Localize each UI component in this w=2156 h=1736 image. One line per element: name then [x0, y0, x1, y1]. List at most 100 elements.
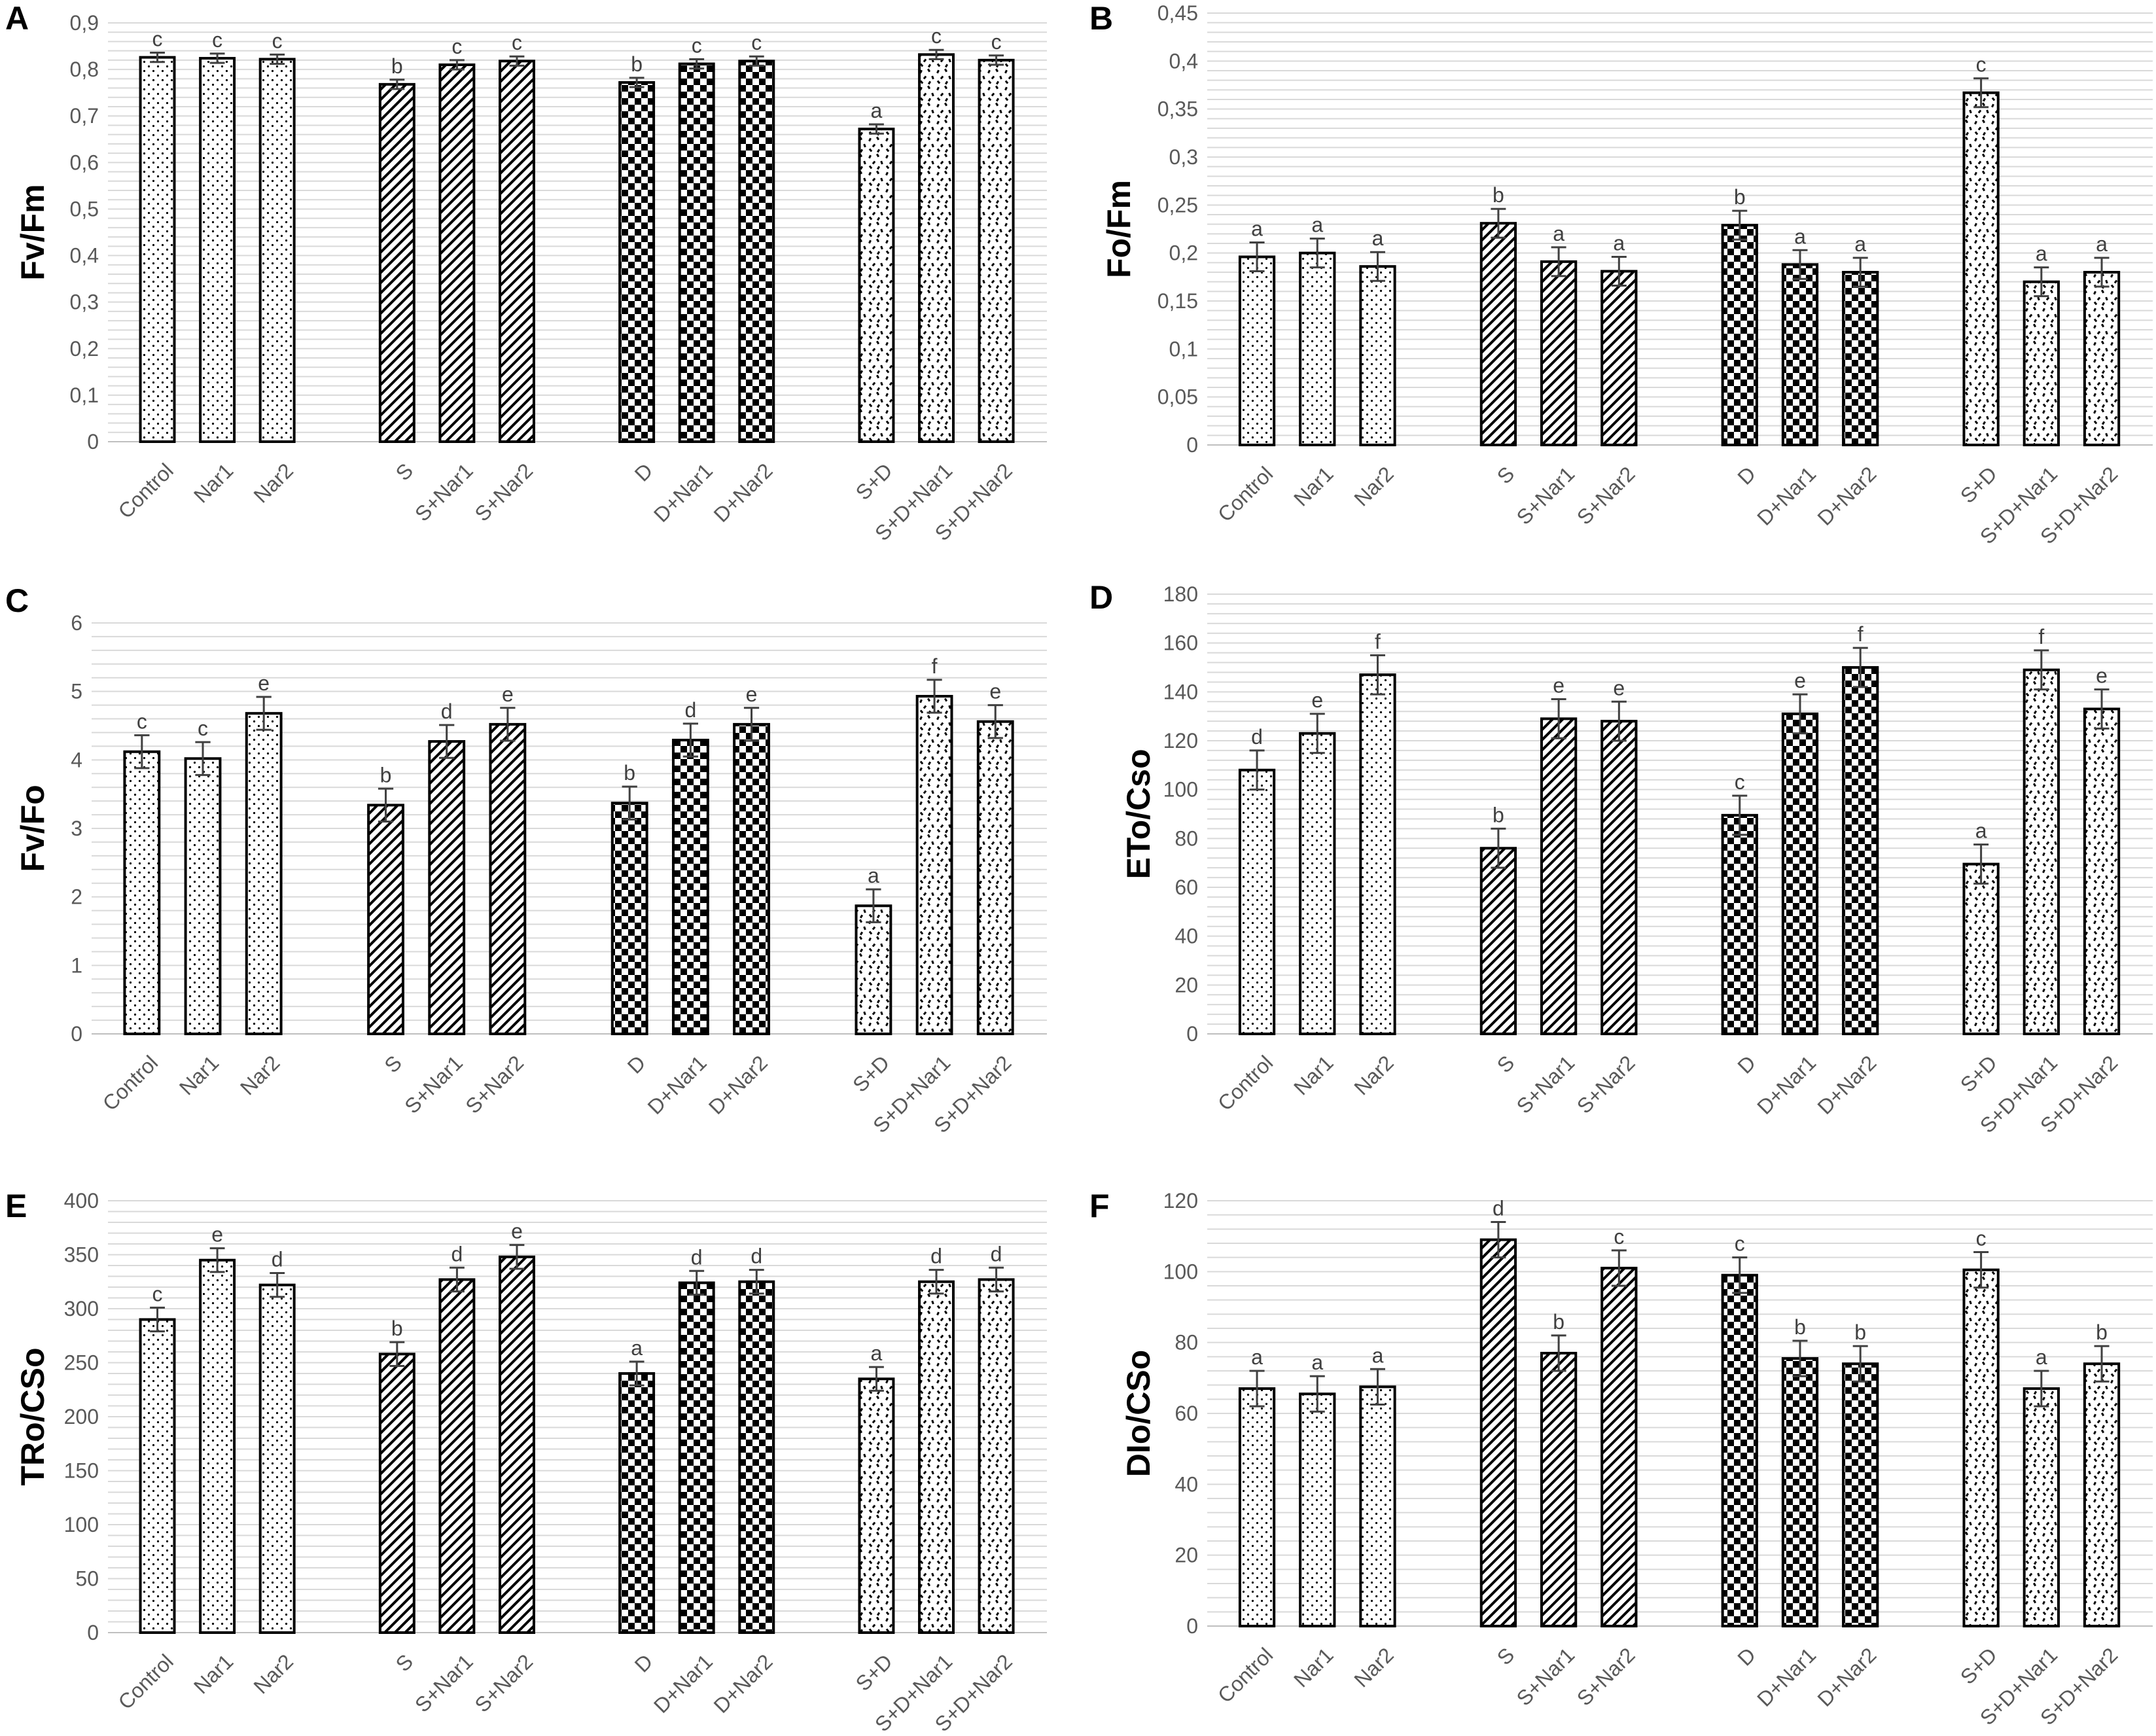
error-bar	[1370, 1368, 1385, 1406]
y-axis-label-B: Fo/Fm	[1101, 180, 1137, 278]
y-tick-label: 0,2	[70, 337, 99, 361]
error-bar	[2094, 688, 2110, 730]
x-tick-label: S	[380, 1051, 406, 1078]
error-bar	[150, 1306, 165, 1333]
y-tick-label: 0,2	[1169, 241, 1198, 265]
x-tick-label: S	[391, 1650, 418, 1676]
bar-B-S+D+Nar1	[2023, 280, 2060, 446]
x-tick-label: Nar2	[1349, 1643, 1398, 1692]
y-tick-label: 4	[71, 748, 82, 771]
significance-letter: a	[1613, 232, 1625, 255]
bar-F-S+Nar2	[1600, 1266, 1638, 1627]
significance-letter: a	[1372, 226, 1384, 250]
bar-D-S+Nar2	[1600, 720, 1638, 1035]
bar-C-S+Nar1	[428, 740, 466, 1036]
significance-letter: d	[1251, 725, 1263, 749]
bar-C-Control	[123, 750, 161, 1035]
error-bar	[1491, 827, 1506, 869]
panel-F: F DIo/CSo 0 20 40 60 80 100 120 a Control a Nar1 a Nar…	[1089, 1188, 2153, 1729]
error-bar	[1249, 241, 1265, 273]
panel-letter-E: E	[5, 1188, 27, 1224]
y-tick-label: 0,4	[70, 244, 99, 268]
y-tick-label: 50	[75, 1567, 99, 1591]
error-bar	[195, 741, 211, 776]
significance-letter: a	[1311, 213, 1323, 237]
error-bar	[1852, 257, 1868, 288]
bar-E-Control	[139, 1318, 176, 1634]
significance-letter: b	[1734, 185, 1746, 209]
y-tick-label: 0,45	[1158, 1, 1198, 25]
error-bar	[1551, 246, 1566, 277]
error-bar	[1852, 1345, 1868, 1383]
bar-D-S+D+Nar2	[2083, 707, 2121, 1035]
x-tick-label: D	[630, 459, 658, 486]
y-tick-label: 0,1	[1169, 337, 1198, 361]
y-tick-label: 0,25	[1158, 193, 1198, 217]
bar-C-S+D+Nar2	[976, 720, 1014, 1035]
x-tick-label: S+Nar1	[410, 1650, 478, 1717]
error-bar	[1370, 654, 1385, 696]
panel-letter-B: B	[1089, 0, 1113, 37]
error-bar	[1611, 256, 1627, 287]
significance-letter: e	[258, 671, 270, 695]
x-tick-label: S+Nar2	[1572, 1643, 1640, 1710]
error-bar	[1792, 249, 1808, 280]
significance-letter: a	[1251, 1345, 1263, 1369]
significance-letter: a	[1553, 222, 1564, 245]
bar-C-S+Nar2	[489, 722, 527, 1035]
x-tick-label: S+D	[1956, 462, 2002, 508]
y-tick-label: 40	[1175, 925, 1198, 948]
significance-letter: d	[691, 1245, 703, 1269]
x-tick-label: Nar2	[1349, 1051, 1398, 1100]
significance-letter: b	[391, 54, 403, 78]
x-tick-label: D+Nar1	[643, 1051, 711, 1119]
y-tick-label: 0,15	[1158, 289, 1198, 313]
bar-F-S+Nar1	[1540, 1351, 1578, 1628]
y-tick-label: 0	[87, 1621, 99, 1644]
significance-letter: c	[451, 35, 462, 58]
panel-A: A Fv/Fm 0 0,1 0,2 0,3 0,4 0,5 0,6 0,7 0,8 0,9 c Contr…	[5, 0, 1047, 545]
bar-A-S+D	[858, 128, 895, 443]
error-bar	[622, 785, 637, 821]
y-tick-label: 40	[1175, 1472, 1198, 1496]
significance-letter: f	[932, 654, 938, 678]
bar-A-S+D+Nar2	[978, 58, 1015, 443]
x-tick-label: Nar1	[189, 459, 238, 508]
error-bar	[682, 722, 698, 758]
significance-letter: c	[1976, 1227, 1987, 1250]
y-tick-label: 0,05	[1158, 385, 1198, 409]
bar-B-Nar2	[1359, 265, 1396, 446]
x-tick-label: S+Nar2	[461, 1051, 528, 1118]
bar-C-D	[610, 802, 648, 1035]
x-tick-label: D+Nar2	[704, 1051, 772, 1119]
error-bar	[270, 53, 285, 65]
x-tick-label: D+Nar2	[709, 459, 777, 527]
bar-B-D	[1721, 224, 1758, 446]
bar-E-D	[618, 1372, 656, 1634]
significance-letter: d	[441, 700, 453, 723]
error-bar	[629, 77, 645, 88]
x-tick-label: S	[1493, 1643, 1519, 1670]
bar-D-S	[1479, 847, 1517, 1036]
bar-E-S	[378, 1353, 415, 1635]
x-tick-label: Nar1	[1289, 462, 1338, 511]
significance-letter: d	[684, 698, 696, 722]
x-tick-label: Control	[1213, 1643, 1277, 1707]
y-tick-label: 300	[64, 1297, 99, 1320]
y-tick-label: 0	[71, 1022, 82, 1046]
error-bar	[749, 1269, 764, 1295]
bar-D-Nar1	[1299, 732, 1336, 1036]
significance-letter: e	[1794, 669, 1806, 692]
bar-E-Nar2	[258, 1283, 296, 1634]
error-bar	[743, 707, 760, 742]
significance-letter: b	[631, 52, 643, 76]
x-tick-label: D+Nar1	[649, 1650, 717, 1718]
significance-letter: a	[871, 1341, 883, 1365]
significance-letter: c	[137, 710, 147, 734]
bar-A-S+Nar1	[438, 63, 476, 443]
error-bar	[866, 888, 881, 923]
y-tick-label: 0,3	[70, 291, 99, 314]
x-tick-label: S+Nar2	[1572, 462, 1640, 529]
x-tick-label: S	[391, 459, 418, 486]
bar-F-Nar1	[1299, 1392, 1336, 1627]
